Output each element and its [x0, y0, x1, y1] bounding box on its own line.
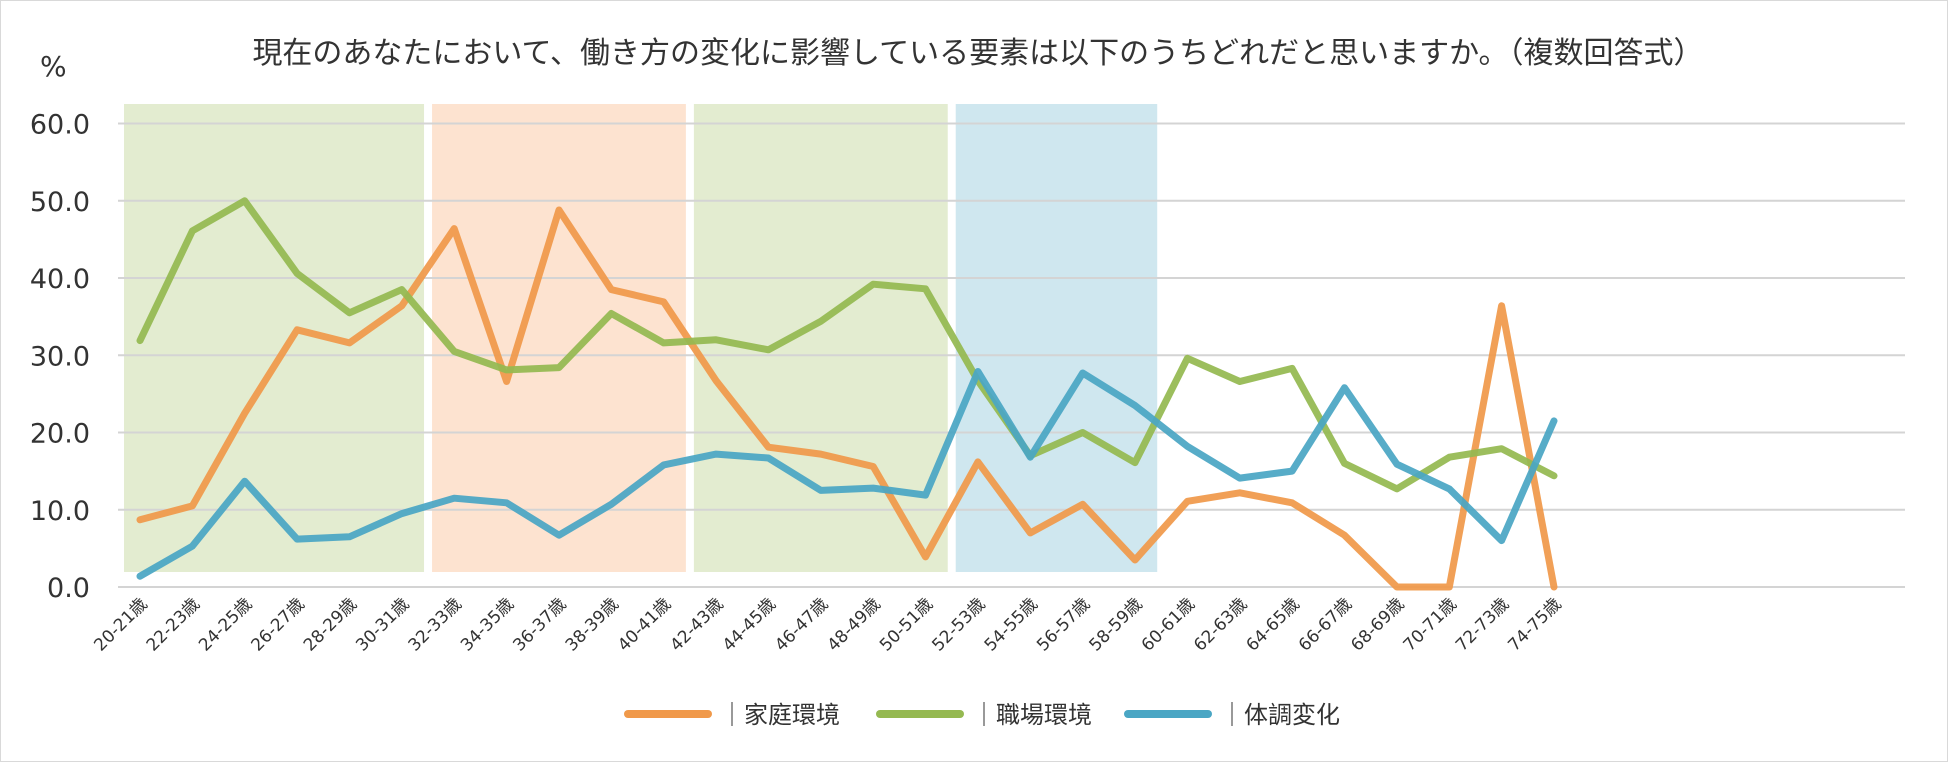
chart-title: 現在のあなたにおいて、働き方の変化に影響している要素は以下のうちどれだと思います…: [252, 36, 1703, 71]
x-tick-label: 42-43歳: [667, 594, 728, 655]
y-tick-label: 30.0: [30, 341, 90, 372]
y-tick-label: 40.0: [30, 264, 90, 295]
x-tick-label: 70-71歳: [1400, 594, 1461, 655]
highlight-band: [432, 104, 686, 572]
x-tick-label: 62-63歳: [1190, 594, 1251, 655]
legend: ｜家庭環境 ｜職場環境 ｜体調変化: [624, 701, 1340, 729]
x-tick-label: 30-31歳: [352, 594, 413, 655]
y-axis-unit: %: [40, 50, 67, 83]
legend-label: ｜体調変化: [1220, 701, 1340, 729]
y-axis-ticks: 0.0 10.0 20.0 30.0 40.0 50.0 60.0: [30, 110, 90, 605]
x-tick-label: 72-73歳: [1452, 594, 1513, 655]
x-tick-label: 58-59歳: [1085, 594, 1146, 655]
x-tick-label: 38-39歳: [562, 594, 623, 655]
x-tick-label: 60-61歳: [1138, 594, 1199, 655]
x-tick-label: 64-65歳: [1243, 594, 1304, 655]
x-tick-label: 66-67歳: [1295, 594, 1356, 655]
y-tick-label: 60.0: [30, 110, 90, 141]
series-line-1: [136, 206, 1558, 591]
y-tick-label: 0.0: [47, 573, 90, 604]
x-tick-label: 50-51歳: [876, 594, 937, 655]
x-tick-label: 68-69歳: [1347, 594, 1408, 655]
y-tick-label: 50.0: [30, 187, 90, 218]
x-tick-label: 48-49歳: [824, 594, 885, 655]
x-axis-ticks: 20-21歳22-23歳24-25歳26-27歳28-29歳30-31歳32-3…: [90, 594, 1565, 655]
x-tick-label: 34-35歳: [457, 594, 518, 655]
x-tick-label: 32-33歳: [405, 594, 466, 655]
series-line-2: [136, 197, 1558, 493]
x-tick-label: 44-45歳: [719, 594, 780, 655]
x-tick-label: 52-53歳: [928, 594, 989, 655]
x-tick-label: 36-37歳: [509, 594, 570, 655]
y-tick-label: 20.0: [30, 419, 90, 450]
x-tick-label: 74-75歳: [1504, 594, 1565, 655]
highlight-band: [693, 104, 948, 572]
x-tick-label: 22-23歳: [143, 594, 204, 655]
x-tick-label: 56-57歳: [1033, 594, 1094, 655]
highlight-bands: [124, 104, 1158, 572]
x-tick-label: 54-55歳: [981, 594, 1042, 655]
series-lines: [136, 197, 1558, 591]
legend-label: ｜職場環境: [972, 701, 1092, 729]
x-tick-label: 46-47歳: [771, 594, 832, 655]
x-tick-label: 24-25歳: [195, 594, 256, 655]
x-tick-label: 26-27歳: [248, 594, 309, 655]
highlight-band: [955, 104, 1158, 572]
legend-label: ｜家庭環境: [720, 701, 840, 729]
highlight-band: [124, 104, 425, 572]
x-tick-label: 40-41歳: [614, 594, 675, 655]
series-line-3: [136, 368, 1558, 580]
x-tick-label: 28-29歳: [300, 594, 361, 655]
y-tick-label: 10.0: [30, 496, 90, 527]
x-tick-label: 20-21歳: [90, 594, 151, 655]
